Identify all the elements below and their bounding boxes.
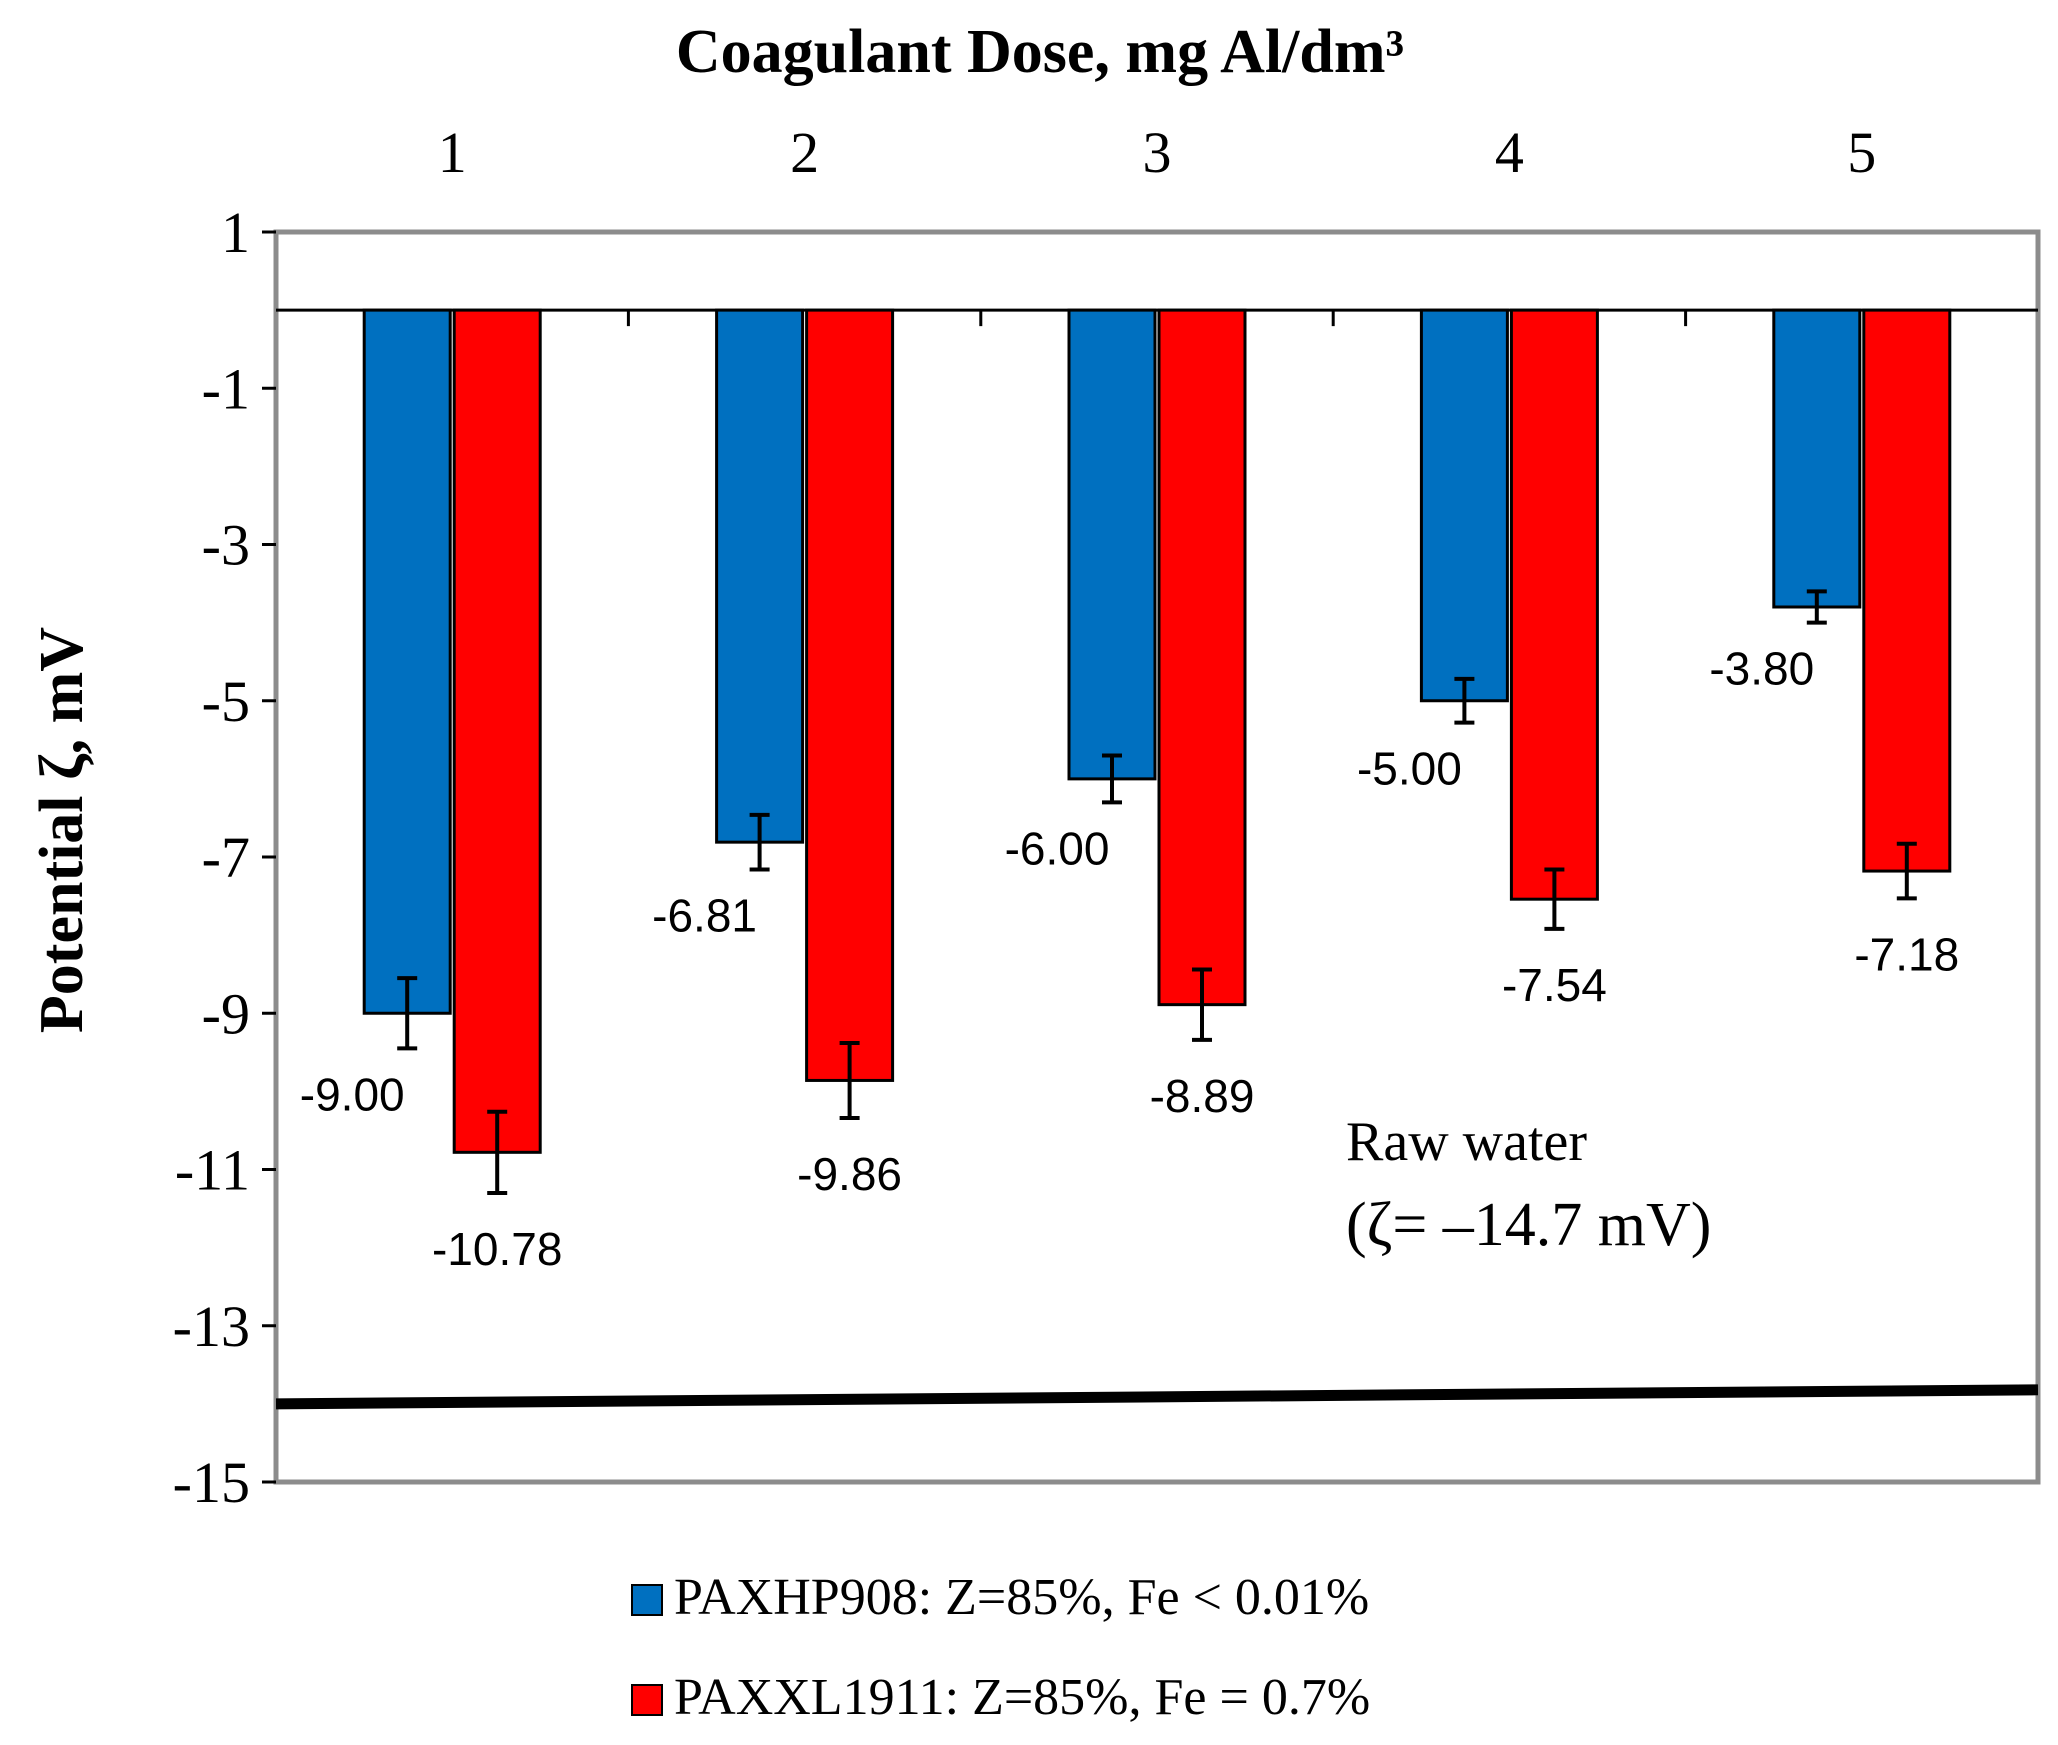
data-label-paxhp908: -3.80 <box>1709 643 1814 695</box>
legend-label-paxhp908: PAXHP908: Z=85%, Fe < 0.01% <box>674 1569 1369 1626</box>
bar-paxxl1911 <box>1511 310 1597 899</box>
y-tick-label: 1 <box>221 200 250 265</box>
y-tick-label: -3 <box>202 513 250 578</box>
category-label: 2 <box>790 120 819 185</box>
y-tick-label: -7 <box>202 825 250 890</box>
category-label: 5 <box>1847 120 1876 185</box>
bar-paxhp908 <box>1421 310 1507 701</box>
data-label-paxxl1911: -10.78 <box>432 1223 562 1275</box>
data-label-paxxl1911: -8.89 <box>1150 1070 1255 1122</box>
y-tick-label: -9 <box>202 981 250 1046</box>
x-axis-title: Coagulant Dose, mg Al/dm³ <box>676 18 1404 86</box>
bar-paxxl1911 <box>807 310 893 1080</box>
y-axis-title: Potential ζ, mV <box>28 627 96 1033</box>
category-label: 4 <box>1495 120 1524 185</box>
data-label-paxhp908: -6.81 <box>652 890 757 942</box>
data-label-paxxl1911: -9.86 <box>797 1148 902 1200</box>
bar-paxxl1911 <box>1864 310 1950 871</box>
data-label-paxxl1911: -7.18 <box>1854 928 1959 980</box>
data-label-paxxl1911: -7.54 <box>1502 959 1607 1011</box>
data-label-paxhp908: -9.00 <box>300 1068 405 1120</box>
y-tick-label: -13 <box>173 1294 250 1359</box>
y-tick-label: -5 <box>202 669 250 734</box>
bar-paxxl1911 <box>1159 310 1245 1005</box>
data-label-paxhp908: -5.00 <box>1357 743 1462 795</box>
y-tick-label: -11 <box>175 1138 250 1203</box>
legend-label-paxxl1911: PAXXL1911: Z=85%, Fe = 0.7% <box>674 1669 1370 1726</box>
bar-paxxl1911 <box>454 310 540 1152</box>
y-tick-label: -1 <box>202 356 250 421</box>
legend-swatch-paxhp908 <box>632 1585 662 1615</box>
y-tick-label: -15 <box>173 1450 250 1515</box>
data-label-paxhp908: -6.00 <box>1005 822 1110 874</box>
category-label: 1 <box>438 120 467 185</box>
bar-paxhp908 <box>364 310 450 1013</box>
zeta-potential-chart: Coagulant Dose, mg Al/dm³ Potential ζ, m… <box>0 0 2058 1745</box>
bar-paxhp908 <box>1774 310 1860 607</box>
raw-water-label: Raw water <box>1346 1111 1587 1173</box>
bar-paxhp908 <box>1069 310 1155 779</box>
category-label: 3 <box>1143 120 1172 185</box>
legend-swatch-paxxl1911 <box>632 1685 662 1715</box>
raw-water-value: (ζ= –14.7 mV) <box>1346 1191 1711 1259</box>
bar-paxhp908 <box>717 310 803 842</box>
